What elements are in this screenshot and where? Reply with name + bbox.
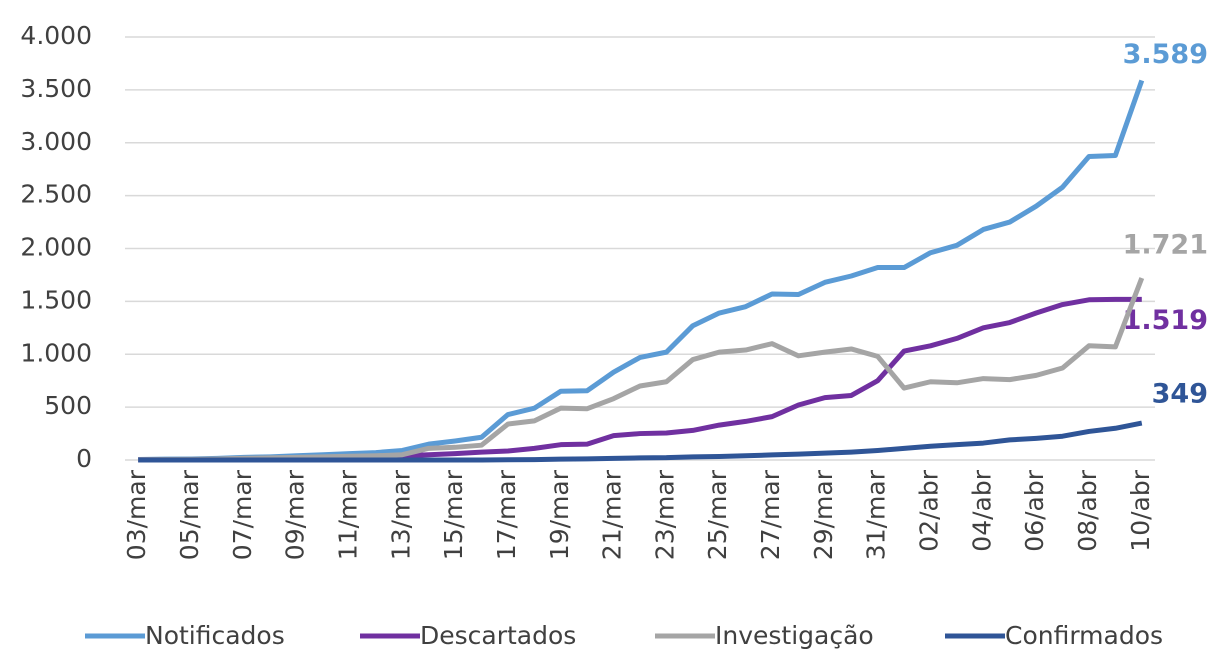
x-tick-label: 19/mar [545, 469, 574, 560]
x-tick-label: 02/abr [915, 469, 944, 551]
x-tick-label: 04/abr [967, 469, 996, 551]
x-tick-label: 29/mar [809, 469, 838, 560]
x-tick-label: 21/mar [598, 469, 627, 560]
x-tick-label: 09/mar [281, 469, 310, 560]
x-tick-label: 13/mar [386, 469, 415, 560]
y-tick-label: 1.000 [20, 338, 92, 367]
y-tick-label: 1.500 [20, 285, 92, 314]
x-tick-label: 17/mar [492, 469, 521, 560]
x-tick-label: 06/abr [1020, 469, 1049, 551]
end-label: 349 [1152, 379, 1208, 410]
x-tick-label: 25/mar [703, 469, 732, 560]
y-tick-label: 4.000 [20, 21, 92, 50]
series-line [138, 277, 1145, 463]
y-tick-label: 500 [44, 391, 92, 420]
legend-label: Investigação [715, 621, 874, 650]
x-tick-label: 10/abr [1126, 469, 1155, 551]
x-tick-label: 08/abr [1073, 469, 1102, 551]
x-tick-label: 27/mar [756, 469, 785, 560]
x-tick-label: 07/mar [228, 469, 257, 560]
end-label: 3.589 [1123, 39, 1208, 70]
legend-label: Confirmados [1005, 621, 1163, 650]
x-tick-label: 15/mar [439, 469, 468, 560]
x-tick-label: 23/mar [650, 469, 679, 560]
y-tick-label: 2.000 [20, 233, 92, 262]
y-tick-label: 2.500 [20, 180, 92, 209]
end-label: 1.721 [1123, 230, 1208, 261]
x-tick-label: 31/mar [862, 469, 891, 560]
legend-label: Descartados [420, 621, 576, 650]
x-tick-label: 03/mar [122, 469, 151, 560]
y-tick-label: 3.500 [20, 74, 92, 103]
legend-label: Notificados [145, 621, 285, 650]
series-line [138, 420, 1143, 463]
x-tick-label: 11/mar [333, 469, 362, 560]
x-tick-label: 05/mar [175, 469, 204, 560]
end-label: 1.519 [1123, 305, 1208, 336]
series-line [138, 79, 1145, 462]
y-tick-label: 3.000 [20, 127, 92, 156]
y-tick-label: 0 [76, 444, 92, 473]
